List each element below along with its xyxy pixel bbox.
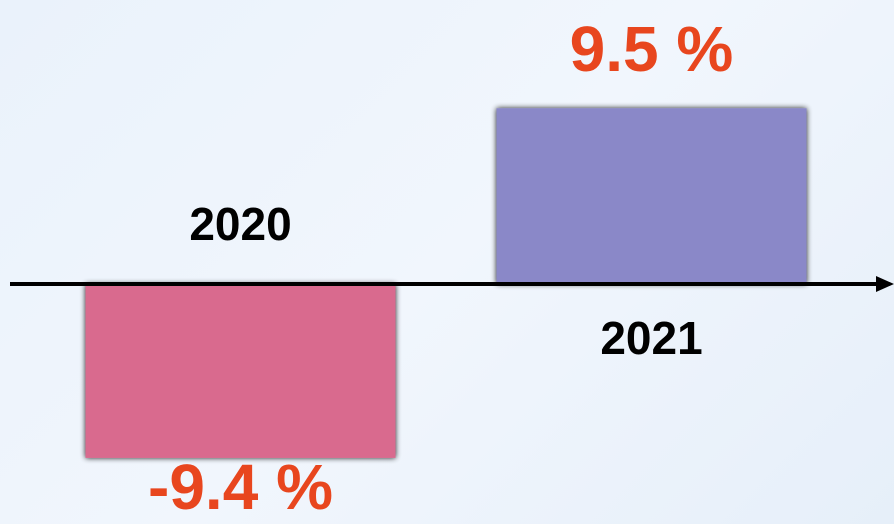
bars [85, 108, 807, 458]
category-label: 2020 [189, 198, 291, 250]
bar [85, 284, 396, 458]
category-label: 2021 [600, 312, 702, 364]
value-label: -9.4 % [148, 451, 333, 523]
value-label: 9.5 % [570, 13, 734, 85]
axis-arrow [876, 276, 894, 292]
bar [496, 108, 807, 284]
